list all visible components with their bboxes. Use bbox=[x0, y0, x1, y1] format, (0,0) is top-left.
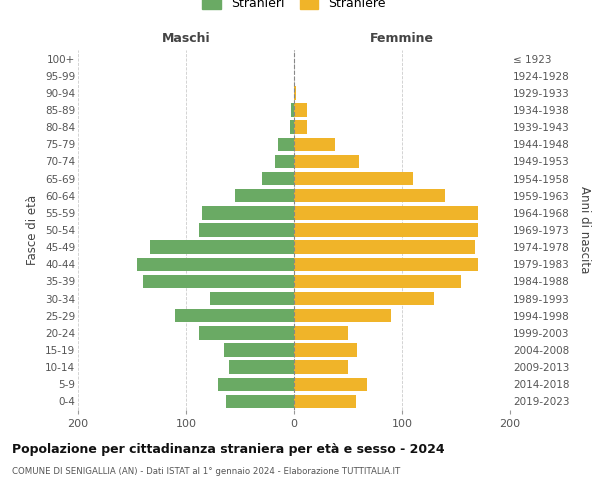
Bar bbox=[294, 274, 461, 288]
Bar bbox=[143, 274, 294, 288]
Bar bbox=[210, 292, 294, 306]
Bar bbox=[294, 154, 359, 168]
Bar bbox=[294, 138, 335, 151]
Legend: Stranieri, Straniere: Stranieri, Straniere bbox=[197, 0, 391, 15]
Bar bbox=[294, 378, 367, 391]
Text: Popolazione per cittadinanza straniera per età e sesso - 2024: Popolazione per cittadinanza straniera p… bbox=[12, 442, 445, 456]
Y-axis label: Anni di nascita: Anni di nascita bbox=[578, 186, 591, 274]
Bar bbox=[291, 104, 294, 117]
Bar bbox=[229, 360, 294, 374]
Bar bbox=[290, 120, 294, 134]
Bar bbox=[262, 172, 294, 186]
Bar bbox=[294, 240, 475, 254]
Bar bbox=[275, 154, 294, 168]
Bar bbox=[224, 344, 294, 356]
Bar bbox=[235, 189, 294, 202]
Bar bbox=[226, 394, 294, 408]
Bar bbox=[294, 224, 478, 236]
Bar bbox=[294, 206, 478, 220]
Text: Maschi: Maschi bbox=[161, 32, 211, 45]
Bar bbox=[294, 309, 391, 322]
Bar bbox=[175, 309, 294, 322]
Bar bbox=[294, 86, 296, 100]
Y-axis label: Fasce di età: Fasce di età bbox=[26, 195, 40, 265]
Text: COMUNE DI SENIGALLIA (AN) - Dati ISTAT al 1° gennaio 2024 - Elaborazione TUTTITA: COMUNE DI SENIGALLIA (AN) - Dati ISTAT a… bbox=[12, 468, 400, 476]
Text: Femmine: Femmine bbox=[370, 32, 434, 45]
Bar bbox=[294, 344, 356, 356]
Bar bbox=[218, 378, 294, 391]
Bar bbox=[294, 104, 307, 117]
Bar bbox=[199, 224, 294, 236]
Bar bbox=[202, 206, 294, 220]
Bar bbox=[294, 258, 478, 271]
Bar bbox=[294, 394, 356, 408]
Bar bbox=[278, 138, 294, 151]
Bar bbox=[294, 172, 413, 186]
Bar bbox=[294, 326, 348, 340]
Bar bbox=[199, 326, 294, 340]
Bar bbox=[294, 292, 434, 306]
Bar bbox=[294, 120, 307, 134]
Bar bbox=[294, 189, 445, 202]
Bar bbox=[137, 258, 294, 271]
Bar bbox=[151, 240, 294, 254]
Bar bbox=[294, 360, 348, 374]
